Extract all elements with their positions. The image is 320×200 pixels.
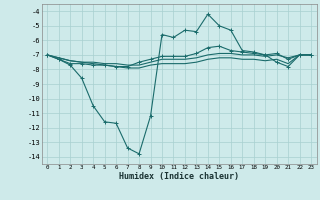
- X-axis label: Humidex (Indice chaleur): Humidex (Indice chaleur): [119, 172, 239, 181]
